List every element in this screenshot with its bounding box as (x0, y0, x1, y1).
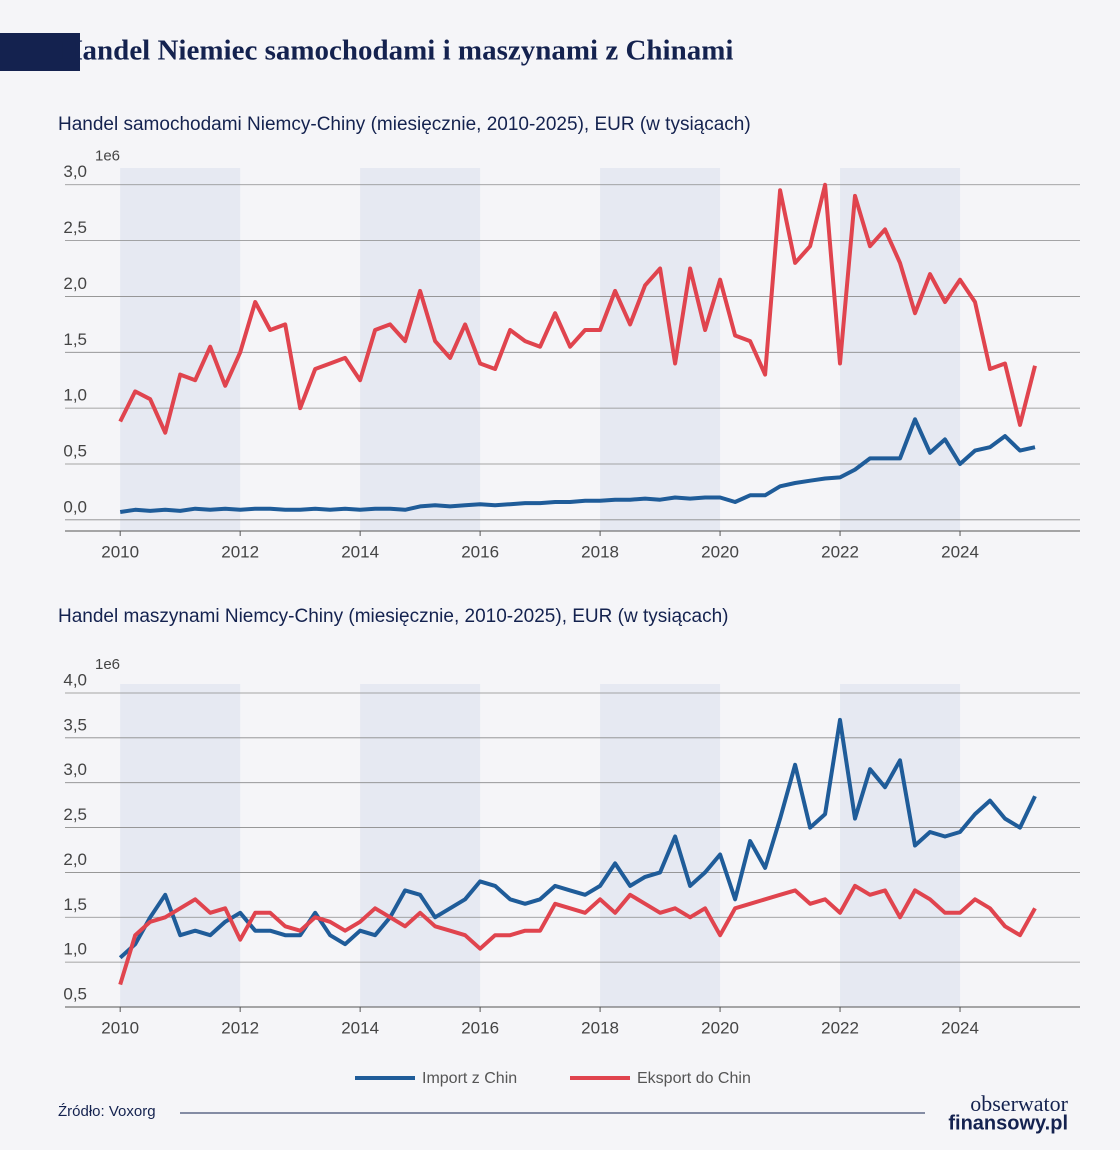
data-line (118, 717, 1037, 960)
x-tick-label: 2012 (221, 1018, 259, 1037)
logo-bottom: finansowy.pl (948, 1112, 1068, 1134)
data-line (118, 182, 1037, 435)
y-tick-label: 0,0 (63, 497, 87, 516)
x-tick-label: 2020 (701, 1018, 739, 1037)
y-tick-label: 0,5 (63, 441, 87, 460)
legend-label: Eksport do Chin (637, 1070, 751, 1087)
x-tick-label: 2024 (941, 1018, 979, 1037)
y-tick-label: 0,5 (63, 984, 87, 1003)
shaded-span (840, 168, 961, 531)
legend-label: Import z Chin (422, 1070, 517, 1087)
logo-top: obserwator (970, 1091, 1068, 1116)
shaded-span (600, 684, 721, 1007)
x-tick-label: 2010 (101, 542, 139, 561)
x-tick-label: 2016 (461, 542, 499, 561)
data-line (118, 883, 1037, 986)
x-tick-label: 2020 (701, 542, 739, 561)
y-tick-label: 3,0 (63, 162, 87, 181)
shaded-span (360, 684, 481, 1007)
y-tick-label: 2,0 (63, 274, 87, 293)
x-tick-label: 2014 (341, 1018, 379, 1037)
chart-subtitle: Handel samochodami Niemcy-Chiny (miesięc… (58, 114, 751, 135)
chart-subtitle: Handel maszynami Niemcy-Chiny (miesięczn… (58, 606, 729, 627)
x-tick-label: 2018 (581, 542, 619, 561)
x-tick-label: 2024 (941, 542, 979, 561)
x-tick-label: 2022 (821, 542, 859, 561)
y-offset-label: 1e6 (95, 656, 120, 673)
x-tick-label: 2018 (581, 1018, 619, 1037)
shaded-span (120, 684, 241, 1007)
y-offset-label: 1e6 (95, 148, 120, 165)
y-tick-label: 3,0 (63, 760, 87, 779)
y-tick-label: 2,0 (63, 850, 87, 869)
data-line (119, 417, 1036, 514)
shaded-span (600, 168, 721, 531)
y-tick-label: 3,5 (63, 715, 87, 734)
y-tick-label: 1,5 (63, 895, 87, 914)
x-tick-label: 2016 (461, 1018, 499, 1037)
x-tick-label: 2012 (221, 542, 259, 561)
page-title: Handel Niemiec samochodami i maszynami z… (60, 35, 733, 67)
shaded-span (360, 168, 481, 531)
y-tick-label: 1,0 (63, 386, 87, 405)
y-tick-label: 2,5 (63, 218, 87, 237)
x-tick-label: 2022 (821, 1018, 859, 1037)
y-tick-label: 1,5 (63, 330, 87, 349)
y-tick-label: 4,0 (63, 670, 87, 689)
y-tick-label: 2,5 (63, 805, 87, 824)
source: Źródło: Voxorg (58, 1103, 156, 1120)
x-tick-label: 2010 (101, 1018, 139, 1037)
shaded-span (120, 168, 241, 531)
y-tick-label: 1,0 (63, 940, 87, 959)
shaded-span (840, 684, 961, 1007)
x-tick-label: 2014 (341, 542, 379, 561)
header-bar (0, 33, 80, 71)
